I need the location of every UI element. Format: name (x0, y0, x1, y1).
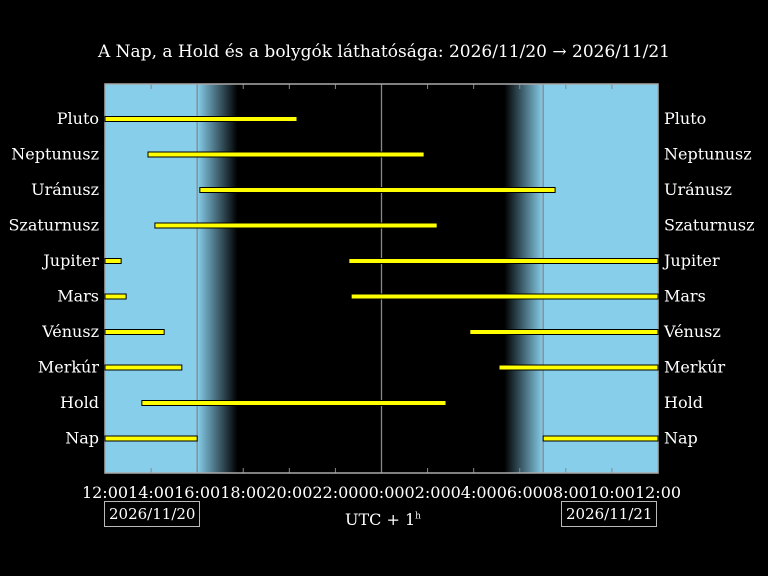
timezone-text: UTC + 1 (345, 510, 416, 529)
visibility-bar (104, 364, 183, 371)
x-tick-label: 20:00 (266, 483, 312, 502)
body-label-right: Pluto (664, 109, 706, 128)
end-date-box: 2026/11/21 (561, 501, 658, 527)
x-tick-label: 16:00 (174, 483, 220, 502)
visibility-bar (199, 187, 556, 193)
body-label-left: Uránusz (31, 180, 99, 199)
x-tick-label: 22:00 (312, 483, 358, 502)
visibility-bar (348, 258, 659, 264)
visibility-bar (104, 258, 122, 264)
body-label-right: Szaturnusz (664, 216, 755, 235)
plot-frame (104, 83, 659, 474)
body-label-left: Neptunusz (11, 145, 99, 164)
x-tick-label: 08:00 (543, 483, 589, 502)
body-label-right: Jupiter (662, 251, 720, 270)
x-tick-label: 12:00 (82, 483, 128, 502)
x-tick-label: 14:00 (128, 483, 174, 502)
dawn-twilight (504, 84, 544, 473)
x-tick-label: 00:00 (358, 483, 404, 502)
visibility-bar (104, 329, 165, 335)
visibility-bar (469, 329, 659, 335)
visibility-bar (350, 293, 659, 300)
visibility-bar (104, 116, 298, 122)
visibility-bar (154, 222, 438, 229)
body-label-right: Vénusz (663, 322, 721, 341)
body-label-right: Neptunusz (664, 145, 752, 164)
body-label-right: Mars (664, 287, 706, 306)
body-label-right: Uránusz (664, 180, 732, 199)
x-tick-label: 06:00 (497, 483, 543, 502)
dusk-twilight (197, 84, 238, 473)
visibility-bar (542, 435, 659, 442)
visibility-bar (104, 435, 198, 442)
body-label-right: Nap (664, 429, 698, 448)
visibility-bar (147, 151, 425, 158)
start-date-box: 2026/11/20 (104, 501, 201, 527)
x-tick-label: 12:00 (635, 483, 681, 502)
body-label-right: Merkúr (664, 358, 726, 377)
x-tick-label: 04:00 (451, 483, 497, 502)
body-label-left: Hold (60, 393, 99, 412)
visibility-bar (141, 400, 447, 406)
x-tick-label: 18:00 (220, 483, 266, 502)
day-area-morning (543, 84, 658, 473)
timezone-sup: h (415, 511, 421, 522)
day-area-evening (105, 84, 198, 473)
x-tick-label: 10:00 (589, 483, 635, 502)
body-label-right: Hold (664, 393, 703, 412)
body-label-left: Merkúr (38, 358, 100, 377)
body-label-left: Mars (57, 287, 99, 306)
body-label-left: Nap (65, 429, 99, 448)
body-label-left: Vénusz (41, 322, 99, 341)
visibility-bar (498, 364, 659, 371)
body-label-left: Pluto (57, 109, 99, 128)
body-label-left: Szaturnusz (8, 216, 99, 235)
body-label-left: Jupiter (41, 251, 99, 270)
timezone-label: UTC + 1h (345, 510, 421, 529)
visibility-bar (104, 293, 127, 300)
chart-title: A Nap, a Hold és a bolygók láthatósága: … (98, 42, 670, 62)
x-tick-label: 02:00 (405, 483, 451, 502)
